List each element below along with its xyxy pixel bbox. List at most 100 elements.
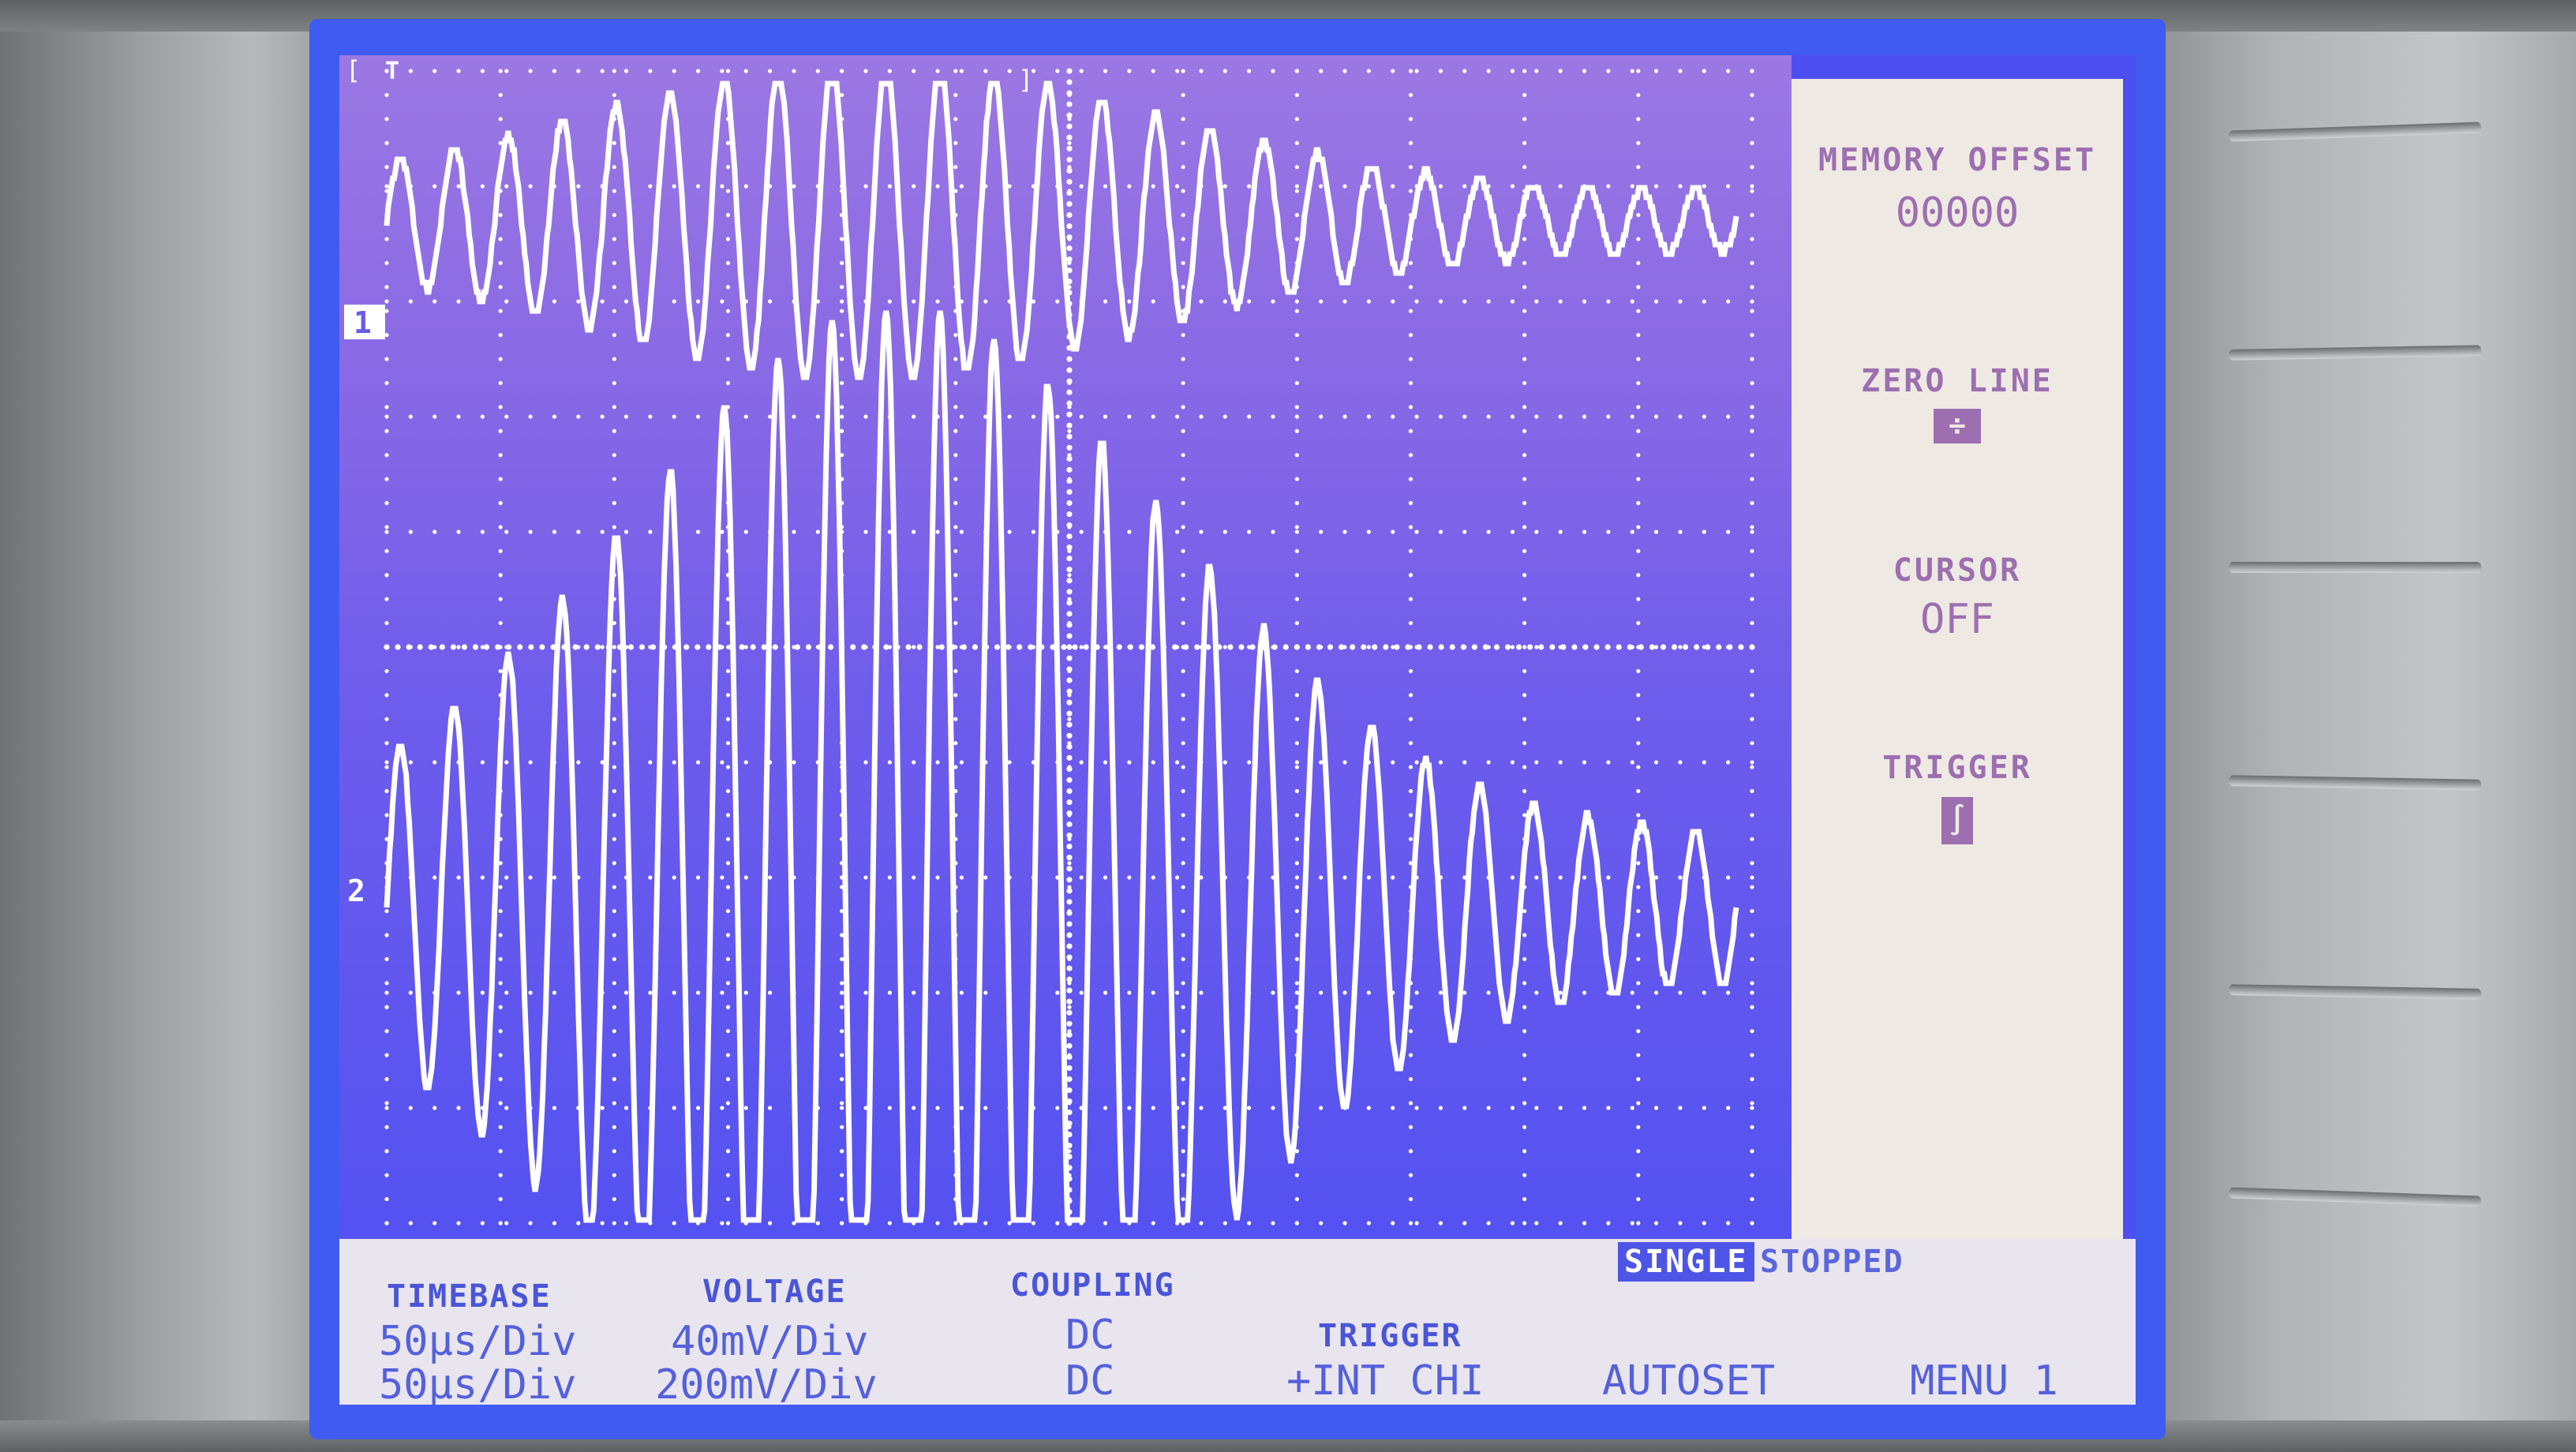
voltage-ch1-value[interactable]: 40mV/Div (671, 1318, 869, 1365)
grid-dot (695, 990, 701, 995)
grid-dot (384, 428, 389, 433)
grid-dot (1103, 1221, 1108, 1226)
grid-dot (959, 760, 964, 765)
autoset-button[interactable]: AUTOSET (1602, 1357, 1776, 1405)
grid-dot (498, 597, 503, 601)
grid-dot (612, 885, 616, 889)
grid-dot (1522, 788, 1527, 794)
grid-dot (648, 875, 653, 880)
softkey-4[interactable] (2228, 775, 2482, 791)
grid-dot (672, 69, 676, 73)
grid-dot (695, 1106, 701, 1110)
grid-dot (1414, 299, 1419, 304)
center-axis-dot (1066, 511, 1073, 518)
softkey-6[interactable] (2228, 1187, 2482, 1207)
grid-dot (1750, 184, 1754, 189)
grid-dot (612, 189, 616, 193)
grid-dot (725, 908, 731, 914)
grid-dot (1294, 990, 1299, 995)
center-axis-dot (1582, 644, 1589, 650)
center-axis-dot (1066, 777, 1073, 784)
grid-dot (1366, 530, 1371, 534)
grid-dot (1726, 184, 1731, 189)
grid-dot (1408, 165, 1413, 170)
grid-dot (725, 1149, 731, 1154)
grid-dot (1653, 1106, 1659, 1110)
grid-dot (1522, 165, 1527, 170)
center-axis-dot (1066, 589, 1073, 595)
grid-dot (1582, 760, 1587, 765)
softkey-5[interactable] (2228, 984, 2482, 1000)
timebase-ch2-value[interactable]: 50μs/Div (379, 1361, 577, 1405)
menu-button[interactable]: MENU 1 (1910, 1357, 2058, 1405)
trigger-slope-icon[interactable]: ∫ (1941, 797, 1973, 844)
grid-dot (1408, 309, 1413, 313)
grid-dot (612, 260, 616, 265)
grid-dot (840, 1101, 844, 1106)
grid-dot (1414, 414, 1419, 419)
center-axis-dot (1066, 433, 1073, 440)
grid-dot (576, 184, 581, 189)
grid-dot (456, 1221, 461, 1226)
grid-dot (935, 184, 940, 189)
grid-dot (1408, 765, 1413, 769)
grid-dot (1151, 1106, 1155, 1110)
center-axis-dot (1604, 644, 1611, 650)
grid-dot (1636, 500, 1641, 506)
grid-dot (1294, 117, 1299, 122)
softkey-2[interactable] (2228, 345, 2482, 361)
timebase-ch1-value[interactable]: 50μs/Div (379, 1318, 577, 1365)
center-axis-dot (1066, 400, 1073, 406)
grid-dot (384, 1173, 389, 1177)
grid-dot (953, 165, 958, 170)
grid-dot (612, 1053, 616, 1057)
voltage-ch2-value[interactable]: 200mV/Div (655, 1361, 878, 1405)
grid-dot (1319, 69, 1324, 73)
center-axis-dot (1066, 1065, 1073, 1072)
memory-offset-value[interactable]: 00000 (1895, 189, 2020, 237)
softkey-1[interactable] (2228, 122, 2482, 142)
grid-dot (672, 1106, 676, 1110)
center-axis-dot (1066, 90, 1073, 96)
grid-dot (840, 981, 844, 986)
grid-dot (1247, 1106, 1252, 1110)
grid-dot (1174, 69, 1180, 73)
grid-dot (1750, 620, 1754, 626)
center-axis-dot (1066, 223, 1073, 230)
grid-dot (498, 477, 503, 481)
grid-dot (1636, 717, 1641, 721)
cursor-value[interactable]: OFF (1920, 596, 1994, 643)
grid-dot (480, 530, 485, 534)
coupling-ch1-value[interactable]: DC (1065, 1312, 1115, 1359)
center-axis-dot (1066, 921, 1073, 927)
center-axis-dot (1066, 1009, 1073, 1016)
center-axis-dot (805, 644, 812, 650)
center-axis-dot (1066, 699, 1073, 705)
grid-dot (623, 1221, 629, 1226)
trigger-source-value[interactable]: +INT CHI (1286, 1357, 1485, 1405)
softkey-3[interactable] (2229, 562, 2481, 573)
grid-dot (1067, 1005, 1072, 1009)
grid-dot (1294, 357, 1299, 361)
grid-dot (725, 189, 731, 193)
grid-dot (725, 885, 731, 889)
grid-dot (1294, 788, 1299, 794)
center-axis-dot (1066, 888, 1073, 894)
grid-dot (1055, 990, 1060, 995)
grid-dot (1522, 453, 1527, 458)
grid-dot (725, 140, 731, 145)
grid-dot (1750, 933, 1754, 937)
grid-dot (1294, 741, 1299, 746)
grid-dot (1103, 875, 1108, 880)
grid-dot (1636, 765, 1641, 769)
grid-dot (1750, 237, 1754, 241)
grid-dot (384, 500, 389, 506)
grid-dot (1067, 260, 1072, 265)
center-axis-dot (1066, 688, 1073, 694)
grid-dot (498, 309, 503, 313)
grid-dot (1294, 92, 1299, 98)
zero-line-icon[interactable]: ÷ (1934, 409, 1981, 443)
center-axis-dot (572, 644, 578, 650)
coupling-ch2-value[interactable]: DC (1065, 1357, 1115, 1405)
grid-dot (1636, 1221, 1641, 1226)
